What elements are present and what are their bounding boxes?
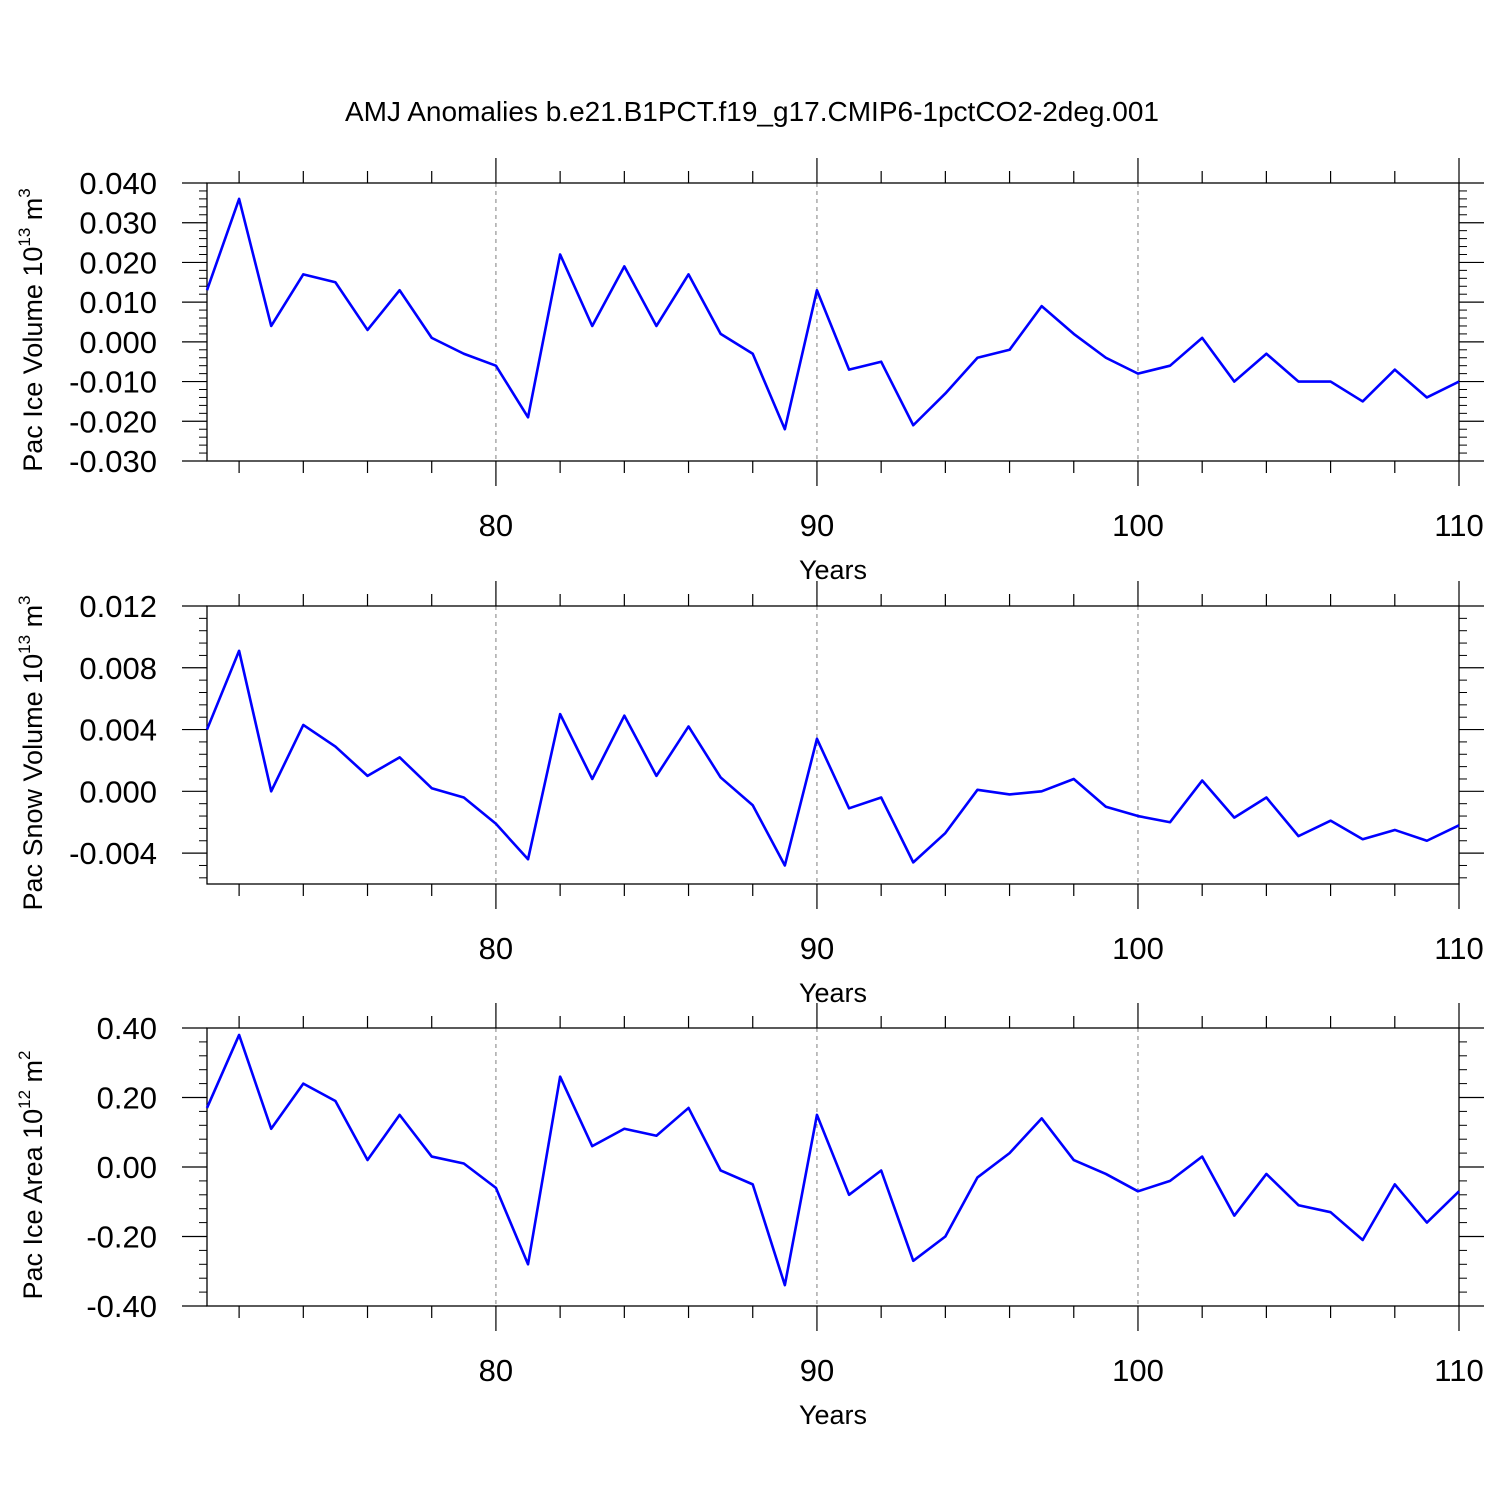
plot-frame <box>206 1027 1460 1307</box>
series-line <box>205 649 1460 867</box>
x-tick-label: 100 <box>1112 508 1164 543</box>
y-tick-label: 0.00 <box>97 1150 157 1185</box>
x-tick-label: 80 <box>479 508 513 543</box>
x-tick-label: 100 <box>1112 1353 1164 1388</box>
y-tick-label: 0.040 <box>79 166 157 201</box>
y-tick-label: -0.030 <box>69 444 157 479</box>
y-tick-label: 0.010 <box>79 285 157 320</box>
plot-frame <box>206 182 1460 462</box>
plot-frame <box>206 605 1460 885</box>
series-line <box>205 1033 1460 1287</box>
y-tick-label: -0.40 <box>86 1289 157 1324</box>
y-tick-label: 0.20 <box>97 1081 157 1116</box>
chart-title: AMJ Anomalies b.e21.B1PCT.f19_g17.CMIP6-… <box>345 96 1159 127</box>
y-tick-label: -0.010 <box>69 365 157 400</box>
y-tick-label: -0.20 <box>86 1220 157 1255</box>
y-axis-label: Pac Ice Volume 1013 m3 <box>15 188 48 472</box>
y-axis-label: Pac Ice Area 1012 m2 <box>15 1050 48 1299</box>
chart-panel-2: -0.004 0.000 0.004 0.008 0.012 80 90 100 110 Year… <box>15 581 1484 1008</box>
chart-panel-1: -0.030 -0.020 -0.010 0.000 0.010 0.020 0.030 0.… <box>15 158 1484 585</box>
x-axis-label: Years <box>799 1400 867 1430</box>
y-tick-label: 0.012 <box>79 589 157 624</box>
y-tick-label: 0.020 <box>79 245 157 280</box>
x-tick-label: 110 <box>1434 508 1483 543</box>
x-axis-label: Years <box>799 978 867 1008</box>
y-tick-label: 0.000 <box>79 325 157 360</box>
y-tick-label: 0.030 <box>79 206 157 241</box>
y-tick-label: 0.008 <box>79 651 157 686</box>
x-tick-label: 80 <box>479 931 513 966</box>
chart-panels: -0.030 -0.020 -0.010 0.000 0.010 0.020 0.030 0.… <box>15 158 1484 1430</box>
y-axis-label: Pac Snow Volume 1013 m3 <box>15 595 48 910</box>
x-tick-label: 110 <box>1434 931 1483 966</box>
x-tick-label: 80 <box>479 1353 513 1388</box>
y-tick-label: -0.004 <box>69 836 157 871</box>
y-tick-label: -0.020 <box>69 404 157 439</box>
y-tick-label: 0.004 <box>79 713 157 748</box>
x-tick-label: 90 <box>800 1353 834 1388</box>
x-tick-label: 90 <box>800 508 834 543</box>
x-tick-label: 110 <box>1434 1353 1483 1388</box>
x-tick-label: 100 <box>1112 931 1164 966</box>
y-tick-label: 0.40 <box>97 1011 157 1046</box>
y-tick-label: 0.000 <box>79 774 157 809</box>
series-line <box>205 197 1460 431</box>
chart-panel-3: -0.40 -0.20 0.00 0.20 0.40 80 90 100 110 Years Pac… <box>15 1003 1484 1430</box>
x-tick-label: 90 <box>800 931 834 966</box>
x-axis-label: Years <box>799 555 867 585</box>
